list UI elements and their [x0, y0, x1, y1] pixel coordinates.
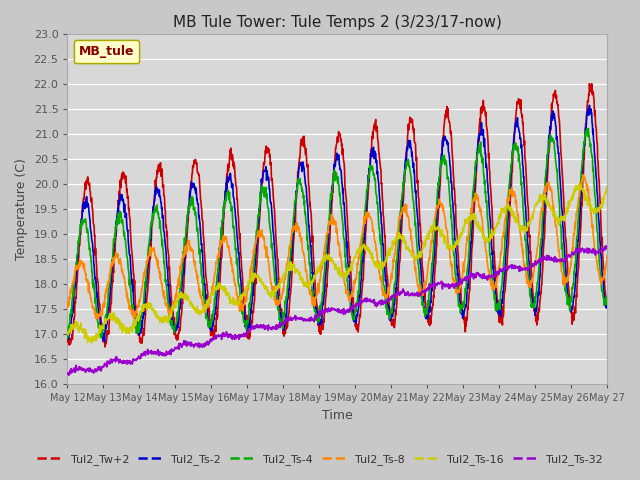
X-axis label: Time: Time [322, 409, 353, 422]
Y-axis label: Temperature (C): Temperature (C) [15, 158, 28, 260]
Legend: MB_tule: MB_tule [74, 40, 140, 63]
Title: MB Tule Tower: Tule Temps 2 (3/23/17-now): MB Tule Tower: Tule Temps 2 (3/23/17-now… [173, 15, 502, 30]
Legend: Tul2_Tw+2, Tul2_Ts-2, Tul2_Ts-4, Tul2_Ts-8, Tul2_Ts-16, Tul2_Ts-32: Tul2_Tw+2, Tul2_Ts-2, Tul2_Ts-4, Tul2_Ts… [33, 450, 607, 469]
